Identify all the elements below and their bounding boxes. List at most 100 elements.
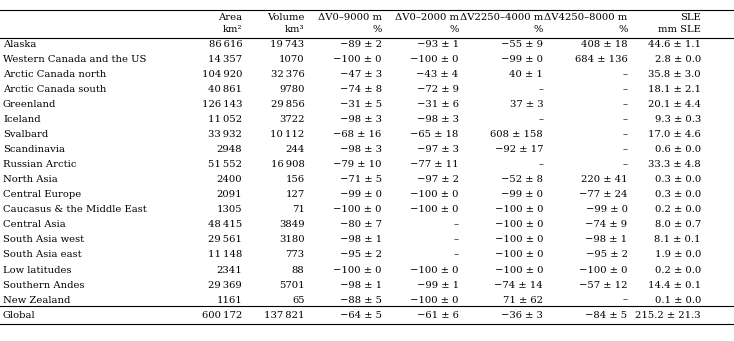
Text: Central Europe: Central Europe (3, 190, 81, 199)
Text: 8.1 ± 0.1: 8.1 ± 0.1 (655, 236, 701, 244)
Text: 220 ± 41: 220 ± 41 (581, 175, 628, 184)
Text: 1161: 1161 (217, 296, 242, 305)
Text: 37 ± 3: 37 ± 3 (509, 100, 543, 109)
Text: 684 ± 136: 684 ± 136 (575, 55, 628, 64)
Text: −79 ± 10: −79 ± 10 (333, 160, 382, 169)
Text: Volume: Volume (267, 13, 305, 22)
Text: SLE: SLE (680, 13, 701, 22)
Text: 0.1 ± 0.0: 0.1 ± 0.0 (655, 296, 701, 305)
Text: 65: 65 (292, 296, 305, 305)
Text: –: – (622, 130, 628, 139)
Text: ΔV0–2000 m: ΔV0–2000 m (395, 13, 459, 22)
Text: −92 ± 17: −92 ± 17 (495, 145, 543, 154)
Text: 14 357: 14 357 (208, 55, 242, 64)
Text: Area: Area (218, 13, 242, 22)
Text: 3722: 3722 (279, 115, 305, 124)
Text: mm SLE: mm SLE (658, 25, 701, 34)
Text: −97 ± 2: −97 ± 2 (417, 175, 459, 184)
Text: 2341: 2341 (217, 266, 242, 275)
Text: −71 ± 5: −71 ± 5 (340, 175, 382, 184)
Text: –: – (622, 296, 628, 305)
Text: –: – (622, 115, 628, 124)
Text: −100 ± 0: −100 ± 0 (333, 266, 382, 275)
Text: 8.0 ± 0.7: 8.0 ± 0.7 (655, 221, 701, 229)
Text: −52 ± 8: −52 ± 8 (501, 175, 543, 184)
Text: −89 ± 2: −89 ± 2 (340, 40, 382, 49)
Text: −100 ± 0: −100 ± 0 (410, 266, 459, 275)
Text: 156: 156 (286, 175, 305, 184)
Text: −74 ± 9: −74 ± 9 (586, 221, 628, 229)
Text: −77 ± 24: −77 ± 24 (579, 190, 628, 199)
Text: −36 ± 3: −36 ± 3 (501, 311, 543, 320)
Text: 71 ± 62: 71 ± 62 (504, 296, 543, 305)
Text: 1.9 ± 0.0: 1.9 ± 0.0 (655, 251, 701, 260)
Text: Low latitudes: Low latitudes (3, 266, 71, 275)
Text: North Asia: North Asia (3, 175, 58, 184)
Text: 2948: 2948 (217, 145, 242, 154)
Text: Greenland: Greenland (3, 100, 57, 109)
Text: −31 ± 5: −31 ± 5 (340, 100, 382, 109)
Text: 2400: 2400 (217, 175, 242, 184)
Text: −74 ± 8: −74 ± 8 (340, 85, 382, 94)
Text: 16 908: 16 908 (271, 160, 305, 169)
Text: −88 ± 5: −88 ± 5 (340, 296, 382, 305)
Text: 104 920: 104 920 (202, 70, 242, 79)
Text: 0.6 ± 0.0: 0.6 ± 0.0 (655, 145, 701, 154)
Text: Southern Andes: Southern Andes (3, 281, 84, 290)
Text: −100 ± 0: −100 ± 0 (495, 205, 543, 214)
Text: Central Asia: Central Asia (3, 221, 65, 229)
Text: 86 616: 86 616 (208, 40, 242, 49)
Text: 40 ± 1: 40 ± 1 (509, 70, 543, 79)
Text: −100 ± 0: −100 ± 0 (410, 205, 459, 214)
Text: −64 ± 5: −64 ± 5 (340, 311, 382, 320)
Text: ΔV4250–8000 m: ΔV4250–8000 m (545, 13, 628, 22)
Text: −55 ± 9: −55 ± 9 (501, 40, 543, 49)
Text: 3180: 3180 (279, 236, 305, 244)
Text: 0.2 ± 0.0: 0.2 ± 0.0 (655, 205, 701, 214)
Text: Global: Global (3, 311, 35, 320)
Text: −77 ± 11: −77 ± 11 (410, 160, 459, 169)
Text: 20.1 ± 4.4: 20.1 ± 4.4 (648, 100, 701, 109)
Text: 29 369: 29 369 (208, 281, 242, 290)
Text: 5701: 5701 (279, 281, 305, 290)
Text: −100 ± 0: −100 ± 0 (495, 266, 543, 275)
Text: 44.6 ± 1.1: 44.6 ± 1.1 (648, 40, 701, 49)
Text: 126 143: 126 143 (202, 100, 242, 109)
Text: %: % (449, 25, 459, 34)
Text: –: – (538, 85, 543, 94)
Text: −65 ± 18: −65 ± 18 (410, 130, 459, 139)
Text: Arctic Canada south: Arctic Canada south (3, 85, 106, 94)
Text: −98 ± 1: −98 ± 1 (340, 236, 382, 244)
Text: km³: km³ (285, 25, 305, 34)
Text: −100 ± 0: −100 ± 0 (410, 296, 459, 305)
Text: 33 932: 33 932 (208, 130, 242, 139)
Text: −95 ± 2: −95 ± 2 (340, 251, 382, 260)
Text: South Asia west: South Asia west (3, 236, 84, 244)
Text: −43 ± 4: −43 ± 4 (416, 70, 459, 79)
Text: Western Canada and the US: Western Canada and the US (3, 55, 146, 64)
Text: −99 ± 0: −99 ± 0 (501, 55, 543, 64)
Text: 1305: 1305 (217, 205, 242, 214)
Text: −95 ± 2: −95 ± 2 (586, 251, 628, 260)
Text: 29 561: 29 561 (208, 236, 242, 244)
Text: –: – (622, 145, 628, 154)
Text: Alaska: Alaska (3, 40, 36, 49)
Text: –: – (538, 115, 543, 124)
Text: 32 376: 32 376 (271, 70, 305, 79)
Text: −100 ± 0: −100 ± 0 (333, 205, 382, 214)
Text: −100 ± 0: −100 ± 0 (333, 55, 382, 64)
Text: Iceland: Iceland (3, 115, 40, 124)
Text: −61 ± 6: −61 ± 6 (417, 311, 459, 320)
Text: 3849: 3849 (279, 221, 305, 229)
Text: –: – (622, 70, 628, 79)
Text: −93 ± 1: −93 ± 1 (417, 40, 459, 49)
Text: 40 861: 40 861 (208, 85, 242, 94)
Text: %: % (372, 25, 382, 34)
Text: 19 743: 19 743 (271, 40, 305, 49)
Text: 0.2 ± 0.0: 0.2 ± 0.0 (655, 266, 701, 275)
Text: 35.8 ± 3.0: 35.8 ± 3.0 (648, 70, 701, 79)
Text: –: – (538, 160, 543, 169)
Text: −84 ± 5: −84 ± 5 (586, 311, 628, 320)
Text: %: % (534, 25, 543, 34)
Text: −99 ± 0: −99 ± 0 (501, 190, 543, 199)
